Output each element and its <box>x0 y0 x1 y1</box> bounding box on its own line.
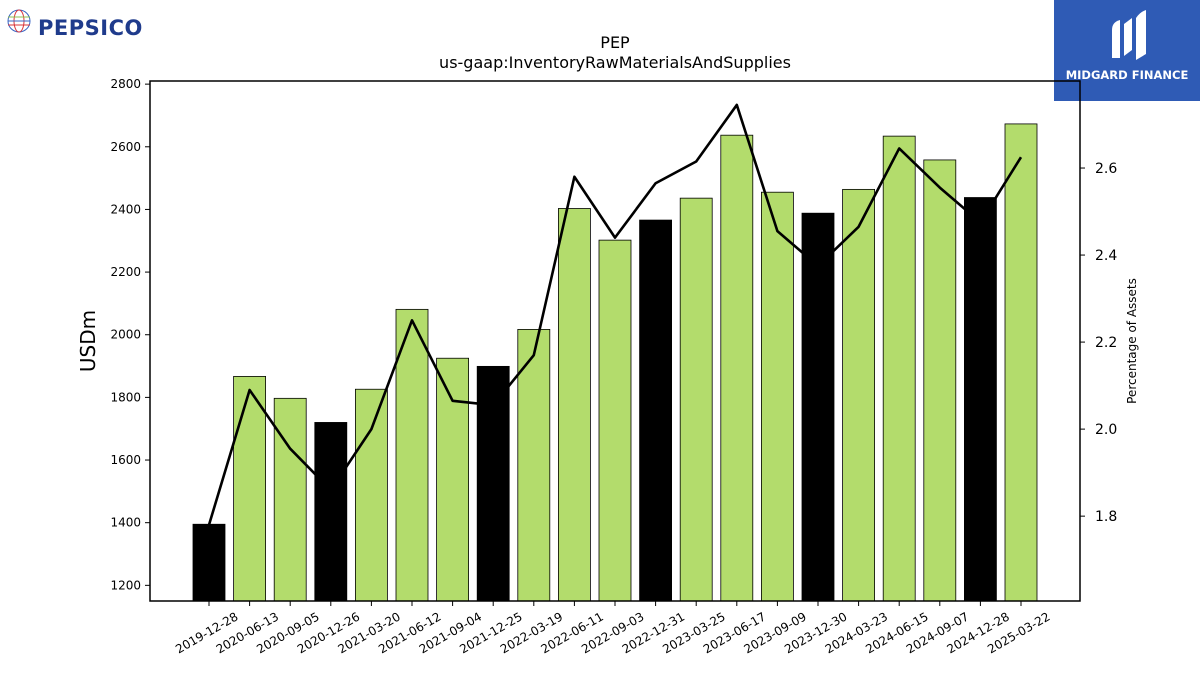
bar-2019-12-28 <box>192 523 226 602</box>
y-tick-label: 2200 <box>110 265 141 279</box>
y-axis-label: USDm <box>76 310 100 372</box>
y2-tick-label: 2.2 <box>1095 335 1117 351</box>
y2-tick-label: 1.8 <box>1095 509 1117 525</box>
chart-subtitle: us-gaap:InventoryRawMaterialsAndSupplies <box>439 53 791 72</box>
bar-2022-06-11 <box>558 208 591 602</box>
line-layer <box>207 103 1023 526</box>
pepsico-logo: PEPSICO <box>4 6 174 46</box>
y-axis-ticks: 1200 1400 1600 1800 2000 2200 2400 2600 2800 <box>110 77 150 592</box>
bar-2021-06-12 <box>395 308 429 602</box>
bar-2024-09-07 <box>923 159 957 602</box>
bar-2024-06-15 <box>882 135 916 602</box>
y2-axis-label: Percentage of Assets <box>1125 278 1139 404</box>
y-tick-label: 1200 <box>110 578 141 592</box>
x-axis-ticks: 2019-12-282020-06-132020-09-052020-12-26… <box>173 601 1053 656</box>
bar-2022-09-03 <box>598 239 632 602</box>
pepsico-wordmark: PEPSICO <box>38 16 143 40</box>
bar-2021-12-25 <box>476 365 510 602</box>
bar-2022-03-19 <box>517 329 551 602</box>
midgard-wordmark: MIDGARD FINANCE <box>1065 68 1189 82</box>
y2-tick-label: 2.0 <box>1095 422 1117 438</box>
y-tick-label: 2000 <box>110 328 141 342</box>
bar-2023-12-30 <box>801 212 835 602</box>
y-tick-label: 1600 <box>110 453 141 467</box>
bar-2023-03-25 <box>679 197 713 602</box>
bar-2020-12-26 <box>314 422 348 602</box>
y2-tick-label: 2.6 <box>1095 161 1117 177</box>
bar-2021-09-04 <box>436 357 470 602</box>
bar-2022-12-31 <box>639 219 672 602</box>
bar-2023-06-17 <box>720 134 754 602</box>
bar-2020-06-13 <box>233 375 267 602</box>
y-tick-label: 1800 <box>110 390 141 404</box>
bar-2025-03-22 <box>1004 123 1038 602</box>
y-tick-label: 1400 <box>110 516 141 530</box>
bar-2021-03-20 <box>354 388 388 602</box>
y-tick-label: 2800 <box>110 77 141 91</box>
bar-2024-03-23 <box>842 188 875 602</box>
y2-axis-ticks: 1.8 2.0 2.2 2.4 2.6 <box>1080 161 1117 525</box>
midgard-emblem-icon <box>1112 10 1146 60</box>
globe-icon <box>7 9 31 33</box>
y-tick-label: 2600 <box>110 140 141 154</box>
percentage-line <box>207 103 1023 526</box>
y-tick-label: 2400 <box>110 202 141 216</box>
midgard-finance-logo: MIDGARD FINANCE <box>1054 0 1200 101</box>
bar-2024-12-28 <box>964 197 997 602</box>
chart-title: PEP <box>600 33 630 52</box>
bars-layer <box>192 123 1038 602</box>
bar-2023-09-09 <box>761 191 794 602</box>
bar-2020-09-05 <box>273 397 307 602</box>
y2-tick-label: 2.4 <box>1095 248 1117 264</box>
